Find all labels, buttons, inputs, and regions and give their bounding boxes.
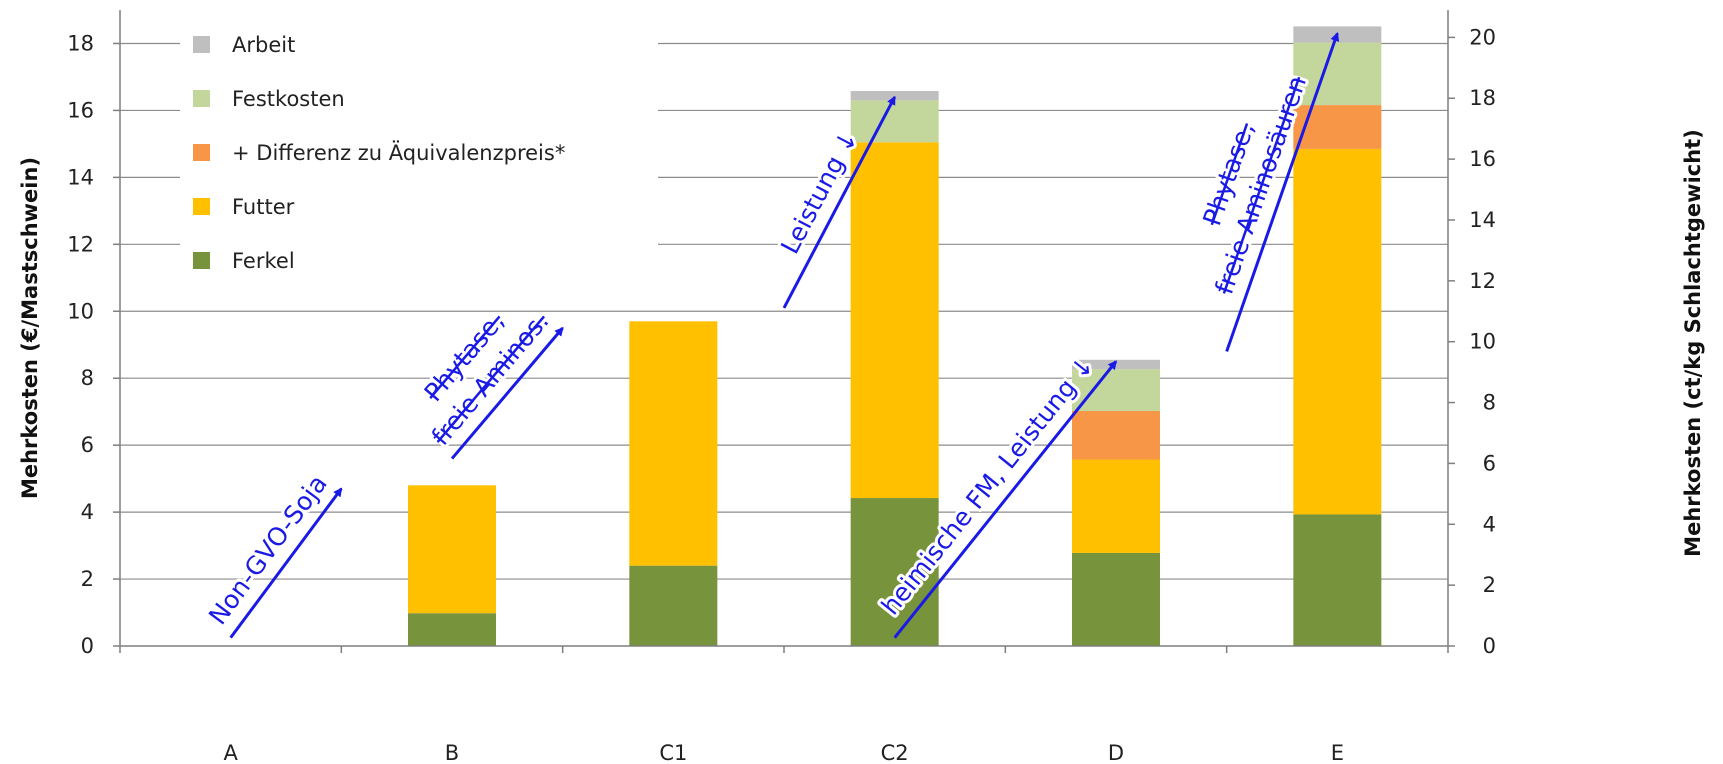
y-tick-label-right: 20 [1469, 25, 1496, 49]
y-tick-label-left: 12 [67, 232, 94, 256]
y-tick-label-right: 14 [1469, 208, 1496, 232]
bar-segment-c2 [850, 142, 939, 499]
y-tick-label-right: 4 [1483, 512, 1496, 536]
annotation-arrow [450, 326, 564, 460]
y-axis-title-left: Mehrkosten (€/Mastschwein) [18, 157, 42, 499]
bar-segment-e [1293, 514, 1382, 646]
annotation-arrow [782, 95, 896, 309]
legend-label: Ferkel [232, 249, 295, 273]
annotation-arrow [229, 487, 343, 639]
bar-segment-e [1293, 42, 1382, 106]
x-tick-label: E [1331, 741, 1344, 764]
y-tick-label-left: 16 [67, 98, 94, 122]
bar-segment-d [1072, 459, 1160, 553]
y-tick-label-right: 6 [1483, 451, 1496, 475]
bar-segment-e [1293, 148, 1382, 515]
y-tick-label-left: 8 [81, 366, 94, 390]
bar-segment-d [1072, 552, 1160, 646]
legend-background [180, 22, 658, 284]
y-tick-label-left: 0 [81, 634, 94, 658]
legend: Arbeit Festkosten + Differenz zu Äquivalen… [180, 22, 658, 284]
legend-swatch [193, 252, 210, 269]
x-tick-label: C2 [881, 741, 909, 764]
y-tick-label-left: 4 [81, 500, 94, 524]
legend-swatch [193, 198, 210, 215]
bar-segment-c2 [850, 91, 939, 101]
y-tick-label-right: 0 [1483, 634, 1496, 658]
legend-label: Arbeit [232, 33, 295, 57]
y-tick-label-right: 16 [1469, 147, 1496, 171]
x-tick-label: A [223, 741, 238, 764]
y-tick-label-right: 10 [1469, 330, 1496, 354]
y-tick-label-right: 2 [1483, 573, 1496, 597]
legend-label: + Differenz zu Äquivalenzpreis* [232, 140, 565, 165]
y-tick-label-left: 10 [67, 299, 94, 323]
bar-segment-c2 [850, 100, 939, 143]
bar-segment-b [408, 485, 496, 614]
bar-segment-c2 [850, 498, 939, 646]
legend-swatch [193, 90, 210, 107]
bar-segment-c1 [629, 565, 718, 646]
y-tick-label-right: 18 [1469, 86, 1496, 110]
bar-segment-b [408, 613, 496, 646]
legend-swatch [193, 144, 210, 161]
axes: 0 2 4 6 8 10 12 14 16 18 0 2 4 6 8 10 12 14 16 18 20 A B C1 C2 D E… [18, 10, 1705, 764]
bars [408, 26, 1382, 646]
y-tick-label-left: 6 [81, 433, 94, 457]
bar-segment-c1 [629, 321, 718, 566]
y-tick-label-left: 2 [81, 567, 94, 591]
legend-label: Festkosten [232, 87, 345, 111]
x-tick-label: D [1108, 741, 1124, 764]
x-tick-label: B [445, 741, 459, 764]
annotation-label-group: Phytase,Phytase,freie Aminos.freie Amino… [416, 303, 558, 453]
bar-segment-d [1072, 369, 1160, 412]
legend-label: Futter [232, 195, 295, 219]
bar-segment-d [1072, 411, 1160, 460]
y-axis-title-right: Mehrkosten (ct/kg Schlachtgewicht) [1681, 129, 1705, 557]
y-tick-label-right: 12 [1469, 269, 1496, 293]
bar-segment-e [1293, 105, 1382, 149]
annotation-arrow [1225, 32, 1340, 352]
y-tick-label-left: 14 [67, 165, 94, 189]
annotation-arrow [893, 360, 1118, 639]
legend-swatch [193, 36, 210, 53]
x-tick-label: C1 [659, 741, 687, 764]
annotation-label: Non-GVO-Soja [203, 469, 333, 630]
y-tick-label-left: 18 [67, 31, 94, 55]
y-tick-label-right: 8 [1483, 391, 1496, 415]
